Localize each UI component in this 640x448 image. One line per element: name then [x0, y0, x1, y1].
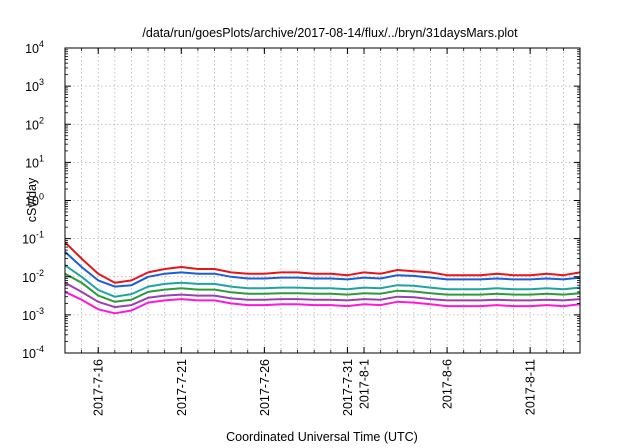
x-tick-label: 2017-7-31 — [341, 359, 355, 416]
series-layer — [64, 241, 581, 315]
series-line — [64, 251, 581, 288]
series-line — [64, 241, 581, 284]
chart-title: /data/run/goesPlots/archive/2017-08-14/f… — [142, 26, 518, 40]
grid-lines — [65, 48, 580, 353]
x-tick-label: 2017-7-16 — [92, 359, 106, 416]
x-tick-label: 2017-8-1 — [358, 359, 372, 409]
x-tick-label: 2017-7-21 — [175, 359, 189, 416]
y-tick-label: 104 — [25, 39, 44, 56]
y-tick-label: 10-1 — [22, 230, 44, 247]
series-line — [64, 272, 581, 303]
x-tick-label: 2017-8-11 — [524, 359, 538, 415]
y-tick-label: 100 — [25, 192, 44, 209]
y-tick-label: 10-2 — [22, 268, 44, 285]
y-tick-label: 101 — [25, 153, 44, 170]
y-axis-label: cSv/day — [25, 177, 39, 222]
y-tick-label: 10-4 — [22, 344, 44, 361]
series-line — [64, 264, 581, 298]
y-tick-label: 102 — [25, 115, 44, 132]
y-tick-label: 10-3 — [22, 306, 44, 323]
x-axis-label: Coordinated Universal Time (UTC) — [226, 430, 418, 444]
y-axis-ticks: 104 103 102 101 100 10-1 10-2 10-3 10-4 — [22, 39, 580, 361]
series-line — [64, 290, 581, 315]
x-tick-label: 2017-7-26 — [258, 359, 272, 416]
x-tick-label: 2017-8-6 — [441, 359, 455, 409]
x-axis-ticks: 2017-7-16 2017-7-21 2017-7-26 2017-7-31 2017… — [81, 48, 564, 416]
series-line — [64, 281, 581, 309]
y-tick-label: 103 — [25, 77, 44, 94]
